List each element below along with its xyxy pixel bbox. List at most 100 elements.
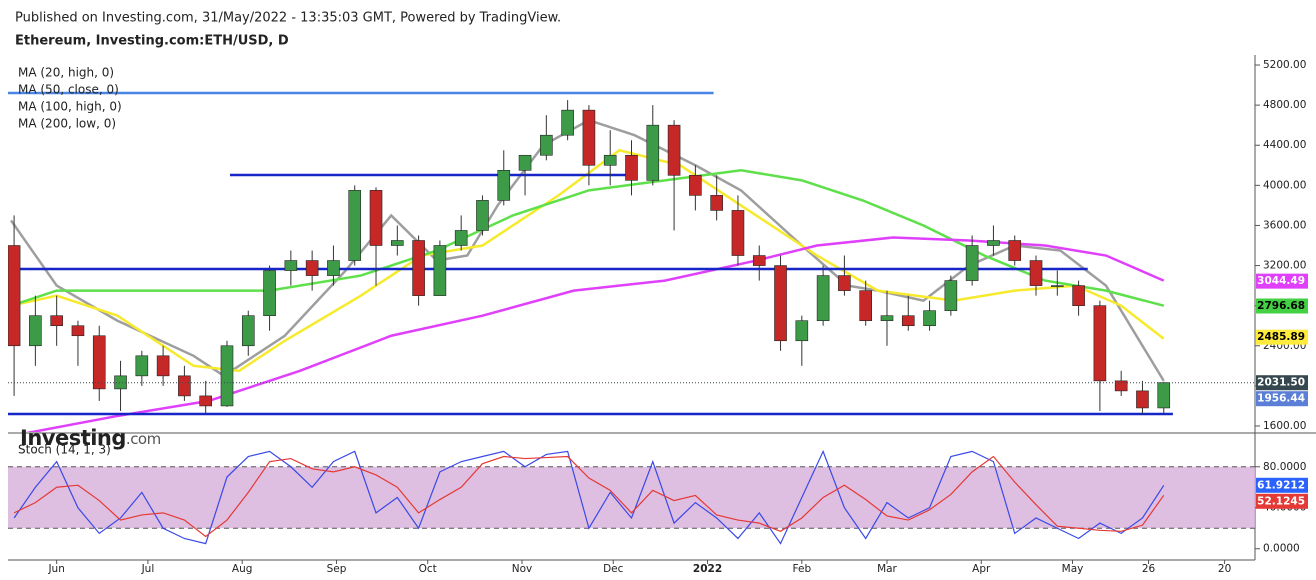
price-pane <box>8 91 1173 432</box>
candle-body <box>50 315 63 327</box>
legend-entry: MA (100, high, 0) <box>18 100 122 114</box>
candle-body <box>135 355 149 377</box>
legend-entry: MA (20, high, 0) <box>18 66 114 80</box>
candle-body <box>178 375 191 397</box>
candle-body <box>476 200 489 231</box>
price-tag <box>1256 375 1308 391</box>
price-tag-label: 61.9212 <box>1257 479 1305 491</box>
candle-body <box>965 245 979 281</box>
y-tick-label: 0.0000 <box>1263 543 1300 555</box>
x-tick-label: 20 <box>1218 563 1231 575</box>
y-tick-label: 5200.00 <box>1263 59 1306 71</box>
y-tick-label: 3600.00 <box>1263 219 1306 231</box>
moving-average <box>25 236 1165 432</box>
x-tick-label: Nov <box>512 563 533 575</box>
candle-body <box>774 265 787 342</box>
y-tick-label: 4400.00 <box>1263 139 1306 151</box>
candle-body <box>880 315 894 322</box>
candle-body <box>859 290 872 322</box>
chart-title: Ethereum, Investing.com:ETH/USD, D <box>15 34 289 49</box>
candle-body <box>1051 285 1064 287</box>
moving-average <box>10 148 1165 373</box>
x-tick-label: Jun <box>47 563 64 575</box>
stoch-pane <box>8 449 1255 545</box>
candle-body <box>433 245 447 296</box>
x-tick-label: Oct <box>419 563 437 575</box>
candle-body <box>284 260 298 271</box>
legend-entry: MA (200, low, 0) <box>18 117 116 131</box>
x-tick-label: Mar <box>877 563 897 575</box>
candle-body <box>518 154 532 171</box>
y-tick-label: 4000.00 <box>1263 179 1306 191</box>
candle-body <box>625 154 638 181</box>
price-tag-label: 2031.50 <box>1257 377 1305 389</box>
price-tag <box>1256 493 1308 509</box>
x-tick-label: Sep <box>327 563 347 575</box>
price-tag-label: 1956.44 <box>1257 393 1305 405</box>
x-tick-label: Dec <box>603 563 624 575</box>
price-tag <box>1256 477 1308 493</box>
price-tag-label: 3044.49 <box>1257 275 1305 287</box>
y-tick-label: 80.0000 <box>1263 461 1306 473</box>
candle-body <box>752 255 766 266</box>
price-tag <box>1256 298 1308 314</box>
candle-body <box>199 395 212 407</box>
price-tag <box>1256 273 1308 289</box>
logo-name: Investing <box>20 426 126 450</box>
price-tag-label: 2796.68 <box>1257 300 1305 312</box>
y-tick-label: 3200.00 <box>1263 260 1306 272</box>
price-tag-label: 52.1245 <box>1257 495 1305 507</box>
candle-body <box>1008 240 1022 261</box>
candle-body <box>710 195 723 211</box>
candle-body <box>114 375 127 390</box>
candle-body <box>561 109 574 136</box>
candle-body <box>603 154 617 166</box>
candle-body <box>1093 305 1107 382</box>
candle-body <box>1136 390 1149 409</box>
candle-body <box>901 315 915 327</box>
candle-body <box>795 320 809 342</box>
stoch-title: Stoch (14, 1, 3) <box>18 443 111 457</box>
logo: Investing.com <box>20 426 161 450</box>
candle-body <box>263 270 276 316</box>
candle-body <box>241 315 255 347</box>
price-tag <box>1256 329 1308 345</box>
published-note: Published on Investing.com, 31/May/2022 … <box>15 11 561 26</box>
candle-body <box>412 240 425 296</box>
logo-suffix: .com <box>126 430 161 448</box>
moving-average <box>10 169 1165 307</box>
candle-body <box>8 245 21 347</box>
candle-body <box>497 170 511 201</box>
x-tick-label: Aug <box>232 563 253 575</box>
price-tag <box>1256 391 1308 407</box>
x-tick-label: May <box>1062 563 1084 575</box>
candle-body <box>156 355 170 377</box>
candle-body <box>838 275 851 291</box>
stoch-line <box>13 449 1165 545</box>
y-tick-label: 4800.00 <box>1263 99 1306 111</box>
x-tick-label: 2022 <box>693 563 722 575</box>
candle-body <box>582 109 596 166</box>
candle-body <box>1114 380 1128 392</box>
candle-body <box>454 230 468 246</box>
candle-body <box>731 210 745 256</box>
candle-body <box>646 124 660 181</box>
candle-body <box>92 335 106 390</box>
candle-body <box>987 240 1000 246</box>
candle-body <box>391 240 404 246</box>
axis-layer: 5200.00 4800.00 4400.00 4000.00 3600.00 3200.… <box>8 59 1308 575</box>
x-tick-label: 26 <box>1142 563 1156 575</box>
stoch-band <box>8 466 1255 529</box>
candle-body <box>667 124 681 176</box>
candle-body <box>348 190 362 261</box>
legend-entry: MA (50, close, 0) <box>18 83 119 97</box>
candle-body <box>1157 382 1171 409</box>
candle-body <box>327 260 340 276</box>
candle-body <box>923 310 936 327</box>
candle-body <box>305 260 319 276</box>
candle-body <box>71 325 85 337</box>
x-tick-label: Feb <box>793 563 812 575</box>
candle-body <box>944 280 958 311</box>
candle-body <box>369 190 383 246</box>
